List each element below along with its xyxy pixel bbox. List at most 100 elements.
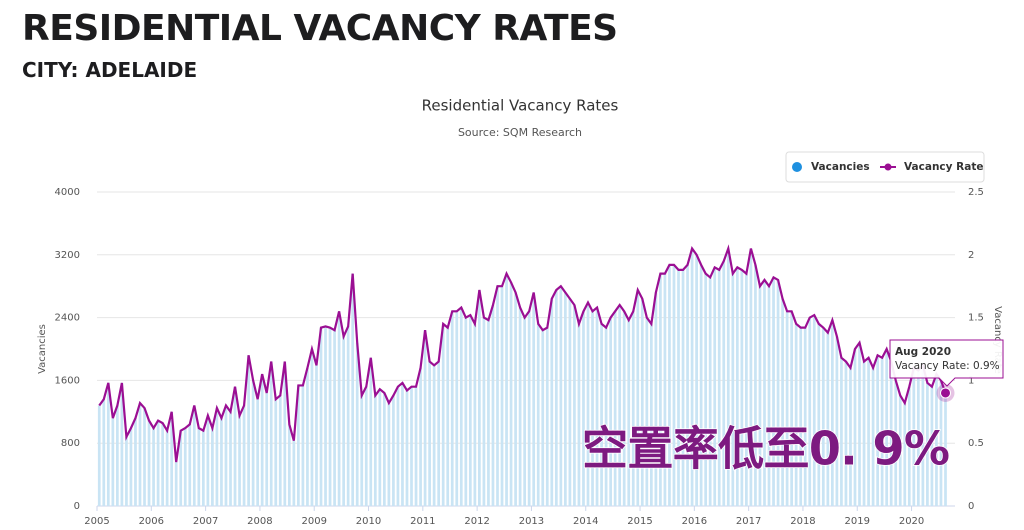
bar	[102, 399, 106, 506]
bar	[360, 395, 364, 506]
bar	[758, 286, 762, 506]
bar	[197, 428, 201, 506]
bar	[138, 403, 142, 506]
bar	[772, 277, 775, 506]
y2-tick-label: 1.5	[968, 313, 984, 324]
bar	[532, 292, 536, 506]
tooltip-text: Vacancy Rate: 0.9%	[895, 360, 1000, 372]
line	[98, 244, 947, 463]
bar	[179, 430, 183, 506]
bar	[383, 392, 386, 506]
bar	[935, 374, 938, 506]
bar	[573, 305, 576, 506]
bar	[916, 370, 920, 506]
legend-marker	[884, 163, 892, 171]
bar	[541, 330, 545, 506]
bar	[582, 311, 585, 506]
bar	[672, 265, 676, 506]
bar	[622, 311, 626, 506]
bar	[636, 290, 640, 506]
bar	[247, 355, 250, 506]
bar	[763, 279, 766, 506]
bar	[328, 327, 332, 506]
bar	[536, 323, 540, 506]
bar	[410, 386, 413, 506]
bar	[844, 361, 848, 506]
x-tick-label: 2008	[247, 516, 272, 527]
bar	[265, 392, 269, 506]
bar	[659, 273, 662, 506]
bar	[450, 311, 454, 506]
bar	[677, 269, 680, 506]
x-tick-label: 2013	[519, 516, 544, 527]
bar	[283, 361, 287, 506]
bar	[735, 267, 739, 506]
bar	[907, 386, 911, 506]
bar	[627, 319, 631, 506]
bar	[781, 298, 784, 506]
bar	[496, 286, 499, 506]
bar	[921, 365, 925, 506]
bar	[310, 349, 314, 506]
bar	[514, 292, 517, 506]
bar	[455, 311, 459, 506]
bar	[654, 292, 658, 506]
bar	[478, 290, 481, 506]
bar	[428, 361, 431, 506]
bar	[274, 399, 278, 506]
bar	[161, 422, 164, 506]
bar	[392, 395, 395, 506]
chart-title: Residential Vacancy Rates	[422, 97, 619, 115]
bar	[745, 273, 748, 506]
bar	[269, 361, 273, 506]
bar	[912, 367, 916, 506]
y2-tick-label: 0.5	[968, 438, 984, 449]
bar	[473, 323, 477, 506]
tooltip-title: Aug 2020	[895, 346, 951, 358]
x-tick-label: 2006	[139, 516, 164, 527]
x-tick-label: 2019	[845, 516, 870, 527]
legend-label: Vacancy Rate	[904, 161, 983, 173]
bar	[152, 428, 155, 506]
bar	[944, 392, 947, 506]
x-tick-label: 2005	[84, 516, 109, 527]
bar	[500, 286, 504, 506]
bar	[355, 342, 359, 506]
bar	[170, 411, 174, 506]
y2-tick-label: 0	[968, 501, 974, 512]
bar	[518, 307, 522, 506]
bar	[545, 327, 549, 506]
x-tick-label: 2010	[356, 516, 381, 527]
x-tick-label: 2017	[736, 516, 761, 527]
bar	[165, 430, 169, 506]
bar	[111, 418, 115, 506]
bar	[681, 269, 685, 506]
bar	[387, 403, 391, 506]
bar	[120, 382, 124, 506]
tooltip-box	[889, 339, 1004, 387]
bar	[564, 292, 567, 506]
bar	[301, 385, 305, 506]
bar	[826, 332, 830, 506]
bar	[808, 317, 812, 506]
bar	[939, 380, 943, 506]
bar	[889, 361, 893, 506]
bar	[306, 367, 309, 506]
bar	[903, 403, 907, 506]
bar	[867, 357, 870, 506]
bar	[482, 317, 486, 506]
bar	[369, 357, 373, 506]
bar	[699, 265, 703, 506]
bar	[690, 248, 694, 506]
bar	[351, 273, 355, 506]
bar	[862, 361, 866, 506]
bar	[188, 424, 192, 506]
y2-tick-label: 2	[968, 250, 974, 261]
bar	[695, 254, 698, 506]
bar	[663, 273, 667, 506]
bar	[722, 261, 726, 506]
bar	[401, 382, 404, 506]
bar	[143, 407, 146, 506]
bar	[871, 367, 875, 506]
